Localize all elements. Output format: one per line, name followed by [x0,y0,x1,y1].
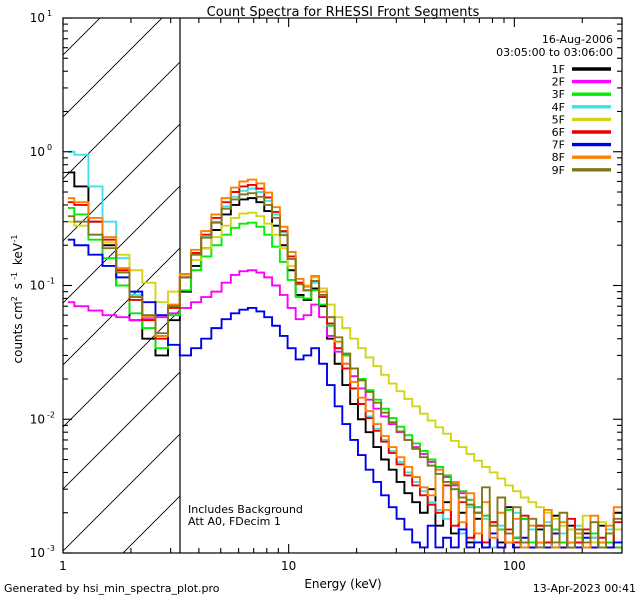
legend-item-7F[interactable]: 7F [552,139,611,152]
svg-text:-1: -1 [10,235,19,243]
legend-label-3F: 3F [552,88,565,101]
footer-timestamp: 13-Apr-2023 00:41 [533,582,636,595]
x-axis-tick-labels: 1 10 100 [59,559,526,573]
legend-item-8F[interactable]: 8F [552,151,611,164]
legend-item-2F[interactable]: 2F [552,76,611,89]
legend-date: 16-Aug-2006 [542,33,613,46]
y-tick-label: 10 -3 [30,544,55,560]
legend-item-1F[interactable]: 1F [552,63,611,76]
svg-text:keV: keV [11,242,25,269]
legend-label-5F: 5F [552,113,565,126]
legend-item-9F[interactable]: 9F [552,164,611,177]
legend-label-2F: 2F [552,76,565,89]
x-axis-ticks [62,18,623,553]
annotation-attenuator-state: Att A0, FDecim 1 [188,515,281,528]
svg-text:-3: -3 [47,544,55,553]
legend-label-1F: 1F [552,63,565,76]
x-tick-label: 1 [59,559,67,573]
svg-text:1: 1 [47,9,52,18]
x-tick-label: 10 [281,559,296,573]
svg-text:10: 10 [30,145,45,159]
legend-item-6F[interactable]: 6F [552,126,611,139]
svg-text:10: 10 [30,279,45,293]
svg-text:10: 10 [30,546,45,560]
y-tick-label: 10 -1 [30,277,55,293]
svg-text:-1: -1 [47,277,55,286]
svg-text:s: s [11,283,25,293]
y-tick-label: 10 0 [30,143,52,159]
spectrum-line-5F [67,211,622,549]
y-tick-label: 10 1 [30,9,52,25]
spectrum-line-9F [67,192,622,549]
legend-time-range: 03:05:00 to 03:06:00 [496,46,613,59]
legend-label-8F: 8F [552,151,565,164]
legend-label-7F: 7F [552,139,565,152]
legend-item-4F[interactable]: 4F [552,101,611,114]
legend-label-4F: 4F [552,101,565,114]
page-title: Count Spectra for RHESSI Front Segments [207,5,480,20]
annotation-includes-background: Includes Background [188,503,303,516]
x-axis-label: Energy (keV) [304,577,381,591]
svg-text:0: 0 [47,143,52,152]
legend-label-9F: 9F [552,164,565,177]
svg-text:-2: -2 [10,296,19,304]
footer-generator-text: Generated by hsi_min_spectra_plot.pro [4,582,220,595]
svg-text:-1: -1 [10,272,19,280]
legend-item-3F[interactable]: 3F [552,88,611,101]
y-tick-label: 10 -2 [30,410,55,426]
spectra-series-group [67,150,622,549]
svg-text:10: 10 [30,412,45,426]
x-tick-label: 100 [503,559,526,573]
y-axis-label: counts cm-2 s-1 keV-1 [10,235,25,364]
legend-label-6F: 6F [552,126,565,139]
svg-text:-2: -2 [47,410,55,419]
svg-text:counts cm: counts cm [11,301,25,363]
svg-text:10: 10 [30,11,45,25]
legend-item-5F[interactable]: 5F [552,113,611,126]
y-axis-ticks [63,17,622,554]
